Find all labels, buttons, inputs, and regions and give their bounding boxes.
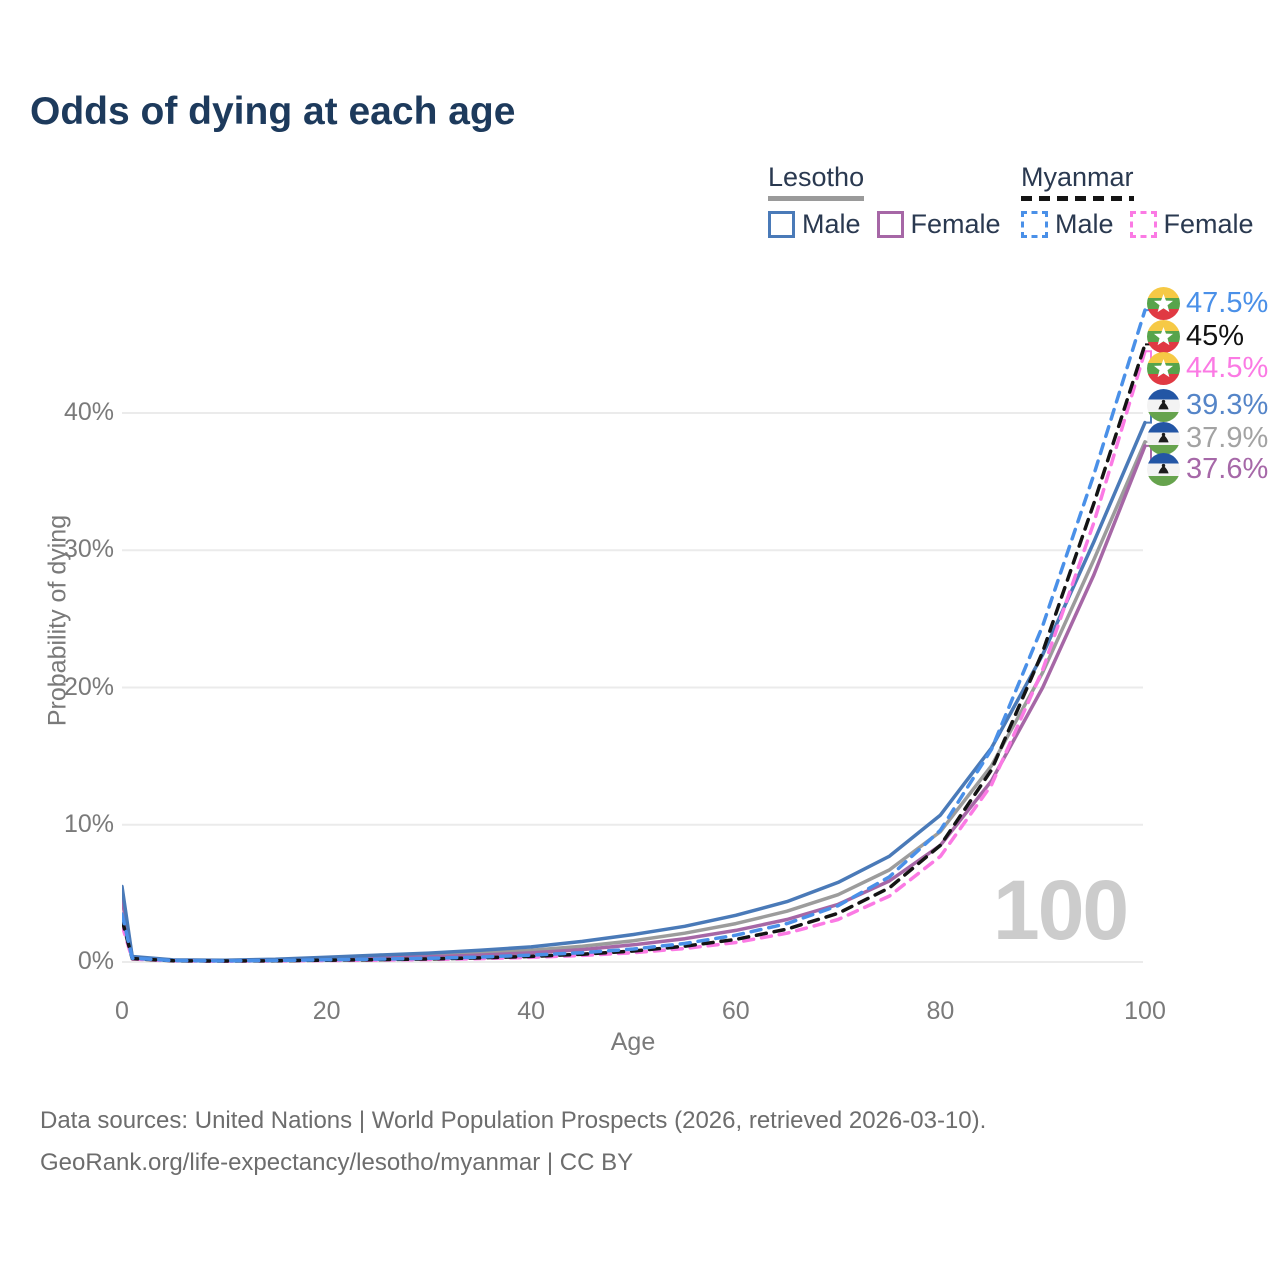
series-line-myanmar-female[interactable] (122, 349, 1147, 963)
x-tick-0: 0 (115, 997, 129, 1025)
x-tick-60: 60 (721, 997, 750, 1025)
end-value-label: 39.3% (1186, 388, 1269, 421)
legend-item-label: Male (802, 209, 861, 240)
legend-item-label: Female (910, 209, 1001, 240)
series-line-lesotho[interactable] (122, 440, 1147, 963)
end-label-lesotho: 37.9% (1147, 421, 1268, 455)
legend-items-myanmar: Male Female (1021, 209, 1254, 240)
lesotho-flag-icon (1147, 452, 1180, 486)
myanmar-flag-icon (1147, 351, 1180, 385)
end-label-lesotho-male: 39.3% (1147, 388, 1268, 422)
series-line-lesotho-female[interactable] (122, 444, 1147, 963)
end-value-label: 44.5% (1186, 351, 1269, 384)
end-value-label: 47.5% (1186, 286, 1269, 319)
legend-heading-label: Myanmar (1021, 162, 1134, 192)
series-line-myanmar[interactable] (122, 342, 1147, 963)
legend-heading-label: Lesotho (768, 162, 865, 192)
legend-item-lesotho-male[interactable]: Male (768, 209, 861, 240)
end-label-lesotho-female: 37.6% (1147, 452, 1268, 486)
myanmar-flag-icon (1147, 319, 1180, 353)
page-title: Odds of dying at each age (30, 90, 516, 133)
lesotho-line-sample (768, 196, 865, 202)
age-counter-watermark: 100 (993, 863, 1129, 957)
myanmar-line-sample (1021, 196, 1134, 202)
plot-area[interactable] (122, 280, 1262, 975)
legend-item-label: Female (1163, 209, 1254, 240)
x-tick-100: 100 (1124, 997, 1166, 1025)
y-tick-10%: 10% (63, 809, 114, 838)
x-tick-40: 40 (517, 997, 546, 1025)
legend-group-myanmar: Myanmar Male Female (1021, 163, 1254, 240)
attribution-text: GeoRank.org/life-expectancy/lesotho/myan… (40, 1149, 634, 1176)
series-line-myanmar-male[interactable] (122, 308, 1147, 963)
myanmar-flag-icon (1147, 286, 1180, 320)
end-value-label: 37.9% (1186, 421, 1269, 454)
legend-swatch-solid-male (768, 211, 795, 239)
x-tick-20: 20 (312, 997, 341, 1025)
x-tick-80: 80 (926, 997, 955, 1025)
end-label-myanmar: 45% (1147, 319, 1244, 353)
end-value-label: 45% (1186, 319, 1245, 352)
lesotho-flag-icon (1147, 388, 1180, 422)
legend-swatch-solid-female (876, 211, 904, 239)
legend-swatch-dashed-female (1129, 211, 1157, 239)
legend-item-lesotho-female[interactable]: Female (876, 209, 1001, 240)
y-tick-40%: 40% (63, 398, 114, 426)
y-tick-0%: 0% (77, 947, 114, 975)
legend-item-myanmar-female[interactable]: Female (1129, 209, 1254, 240)
x-axis-title: Age (610, 1028, 656, 1056)
y-tick-30%: 30% (63, 535, 114, 564)
legend-heading-myanmar[interactable]: Myanmar (1021, 162, 1134, 202)
legend-swatch-dashed-male (1021, 211, 1048, 239)
lesotho-flag-icon (1147, 421, 1180, 455)
y-tick-20%: 20% (63, 672, 114, 701)
legend-item-myanmar-male[interactable]: Male (1021, 209, 1114, 240)
series-line-lesotho-male[interactable] (122, 420, 1147, 962)
end-label-myanmar-female: 44.5% (1147, 351, 1268, 385)
legend-items-lesotho: Male Female (768, 209, 1001, 240)
legend-heading-lesotho[interactable]: Lesotho (768, 162, 865, 202)
end-value-label: 37.6% (1186, 452, 1269, 485)
legend-group-lesotho: Lesotho Male Female (768, 163, 1001, 240)
legend-item-label: Male (1055, 209, 1114, 240)
data-sources-text: Data sources: United Nations | World Pop… (40, 1107, 987, 1134)
end-label-myanmar-male: 47.5% (1147, 286, 1268, 320)
